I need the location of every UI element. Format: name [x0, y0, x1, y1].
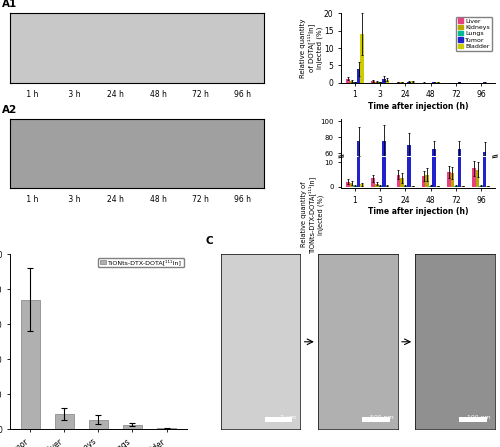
Text: 48 h: 48 h: [150, 195, 166, 204]
Bar: [382, 79, 386, 83]
Bar: [357, 2, 360, 187]
Legend: TiONts-DTX-DOTA[¹¹¹In]: TiONts-DTX-DOTA[¹¹¹In]: [98, 257, 184, 267]
Bar: [396, 175, 400, 187]
Bar: [378, 82, 382, 83]
Bar: [436, 186, 440, 187]
Bar: [429, 186, 432, 187]
Text: 24 h: 24 h: [108, 90, 124, 99]
Bar: [378, 186, 382, 187]
Bar: [357, 141, 360, 201]
Bar: [55, 414, 74, 429]
Legend: Liver, Kidneys, Lungs, Tumor, Bladder: Liver, Kidneys, Lungs, Tumor, Bladder: [456, 17, 492, 51]
Bar: [375, 200, 378, 201]
Bar: [21, 300, 40, 429]
Bar: [426, 175, 429, 187]
X-axis label: Time after injection (h): Time after injection (h): [368, 207, 468, 216]
Bar: [157, 428, 176, 429]
Bar: [447, 197, 450, 201]
Bar: [454, 186, 458, 187]
Text: 72 h: 72 h: [192, 90, 209, 99]
Bar: [450, 197, 454, 201]
Bar: [400, 178, 404, 187]
Bar: [375, 82, 378, 83]
Text: 500 nm: 500 nm: [370, 415, 394, 420]
Bar: [386, 186, 389, 187]
Bar: [432, 149, 436, 201]
Bar: [458, 149, 461, 201]
Bar: [382, 141, 386, 201]
Bar: [354, 82, 357, 83]
Bar: [472, 169, 476, 187]
Bar: [480, 186, 483, 187]
Bar: [411, 186, 414, 187]
Bar: [450, 173, 454, 187]
Bar: [459, 417, 487, 422]
Text: A2: A2: [2, 105, 18, 114]
Text: A1: A1: [2, 0, 18, 9]
Bar: [486, 186, 490, 187]
Y-axis label: Relative quantity
of DOTA[¹¹¹In]
injected (%): Relative quantity of DOTA[¹¹¹In] injecte…: [300, 18, 322, 78]
Text: 3 h: 3 h: [66, 90, 80, 99]
Text: 3 h: 3 h: [66, 195, 80, 204]
Bar: [458, 27, 461, 187]
Bar: [350, 183, 354, 187]
Bar: [483, 34, 486, 187]
Bar: [346, 200, 350, 201]
Bar: [264, 417, 292, 422]
Bar: [123, 425, 142, 429]
Bar: [408, 15, 411, 187]
Text: 100 nm: 100 nm: [468, 415, 491, 420]
Text: 2 μm: 2 μm: [280, 415, 296, 420]
Bar: [408, 82, 411, 83]
Text: 1 h: 1 h: [24, 90, 38, 99]
Text: 48 h: 48 h: [150, 90, 166, 99]
Bar: [422, 198, 426, 201]
Bar: [89, 420, 108, 429]
Bar: [461, 186, 464, 187]
Text: 96 h: 96 h: [234, 195, 251, 204]
Text: 96 h: 96 h: [234, 90, 251, 99]
Bar: [360, 34, 364, 83]
Bar: [372, 178, 375, 187]
Bar: [483, 152, 486, 201]
Bar: [354, 186, 357, 187]
Bar: [411, 81, 414, 83]
Text: C: C: [206, 236, 214, 245]
Bar: [472, 195, 476, 201]
Bar: [408, 145, 411, 201]
Bar: [447, 172, 450, 187]
Bar: [422, 176, 426, 187]
Bar: [372, 81, 375, 83]
Bar: [386, 80, 389, 83]
Bar: [360, 185, 364, 187]
X-axis label: Time after injection (h): Time after injection (h): [368, 102, 468, 111]
Bar: [346, 182, 350, 187]
Bar: [476, 196, 480, 201]
Bar: [357, 69, 360, 83]
Text: 72 h: 72 h: [192, 195, 209, 204]
Bar: [396, 197, 400, 201]
Bar: [476, 169, 480, 187]
Bar: [404, 186, 407, 187]
Bar: [432, 27, 436, 187]
Text: 24 h: 24 h: [108, 195, 124, 204]
Bar: [400, 198, 404, 201]
Text: 1 h: 1 h: [24, 195, 38, 204]
Bar: [375, 184, 378, 187]
Text: Relative quantity of
TiONts-DTX-DOTA[¹¹¹In]
injected (%): Relative quantity of TiONts-DTX-DOTA[¹¹¹…: [302, 176, 324, 253]
Bar: [346, 79, 350, 83]
Bar: [350, 81, 354, 83]
Bar: [382, 2, 386, 187]
Bar: [372, 198, 375, 201]
Bar: [350, 200, 354, 201]
Bar: [362, 417, 390, 422]
Bar: [426, 197, 429, 201]
